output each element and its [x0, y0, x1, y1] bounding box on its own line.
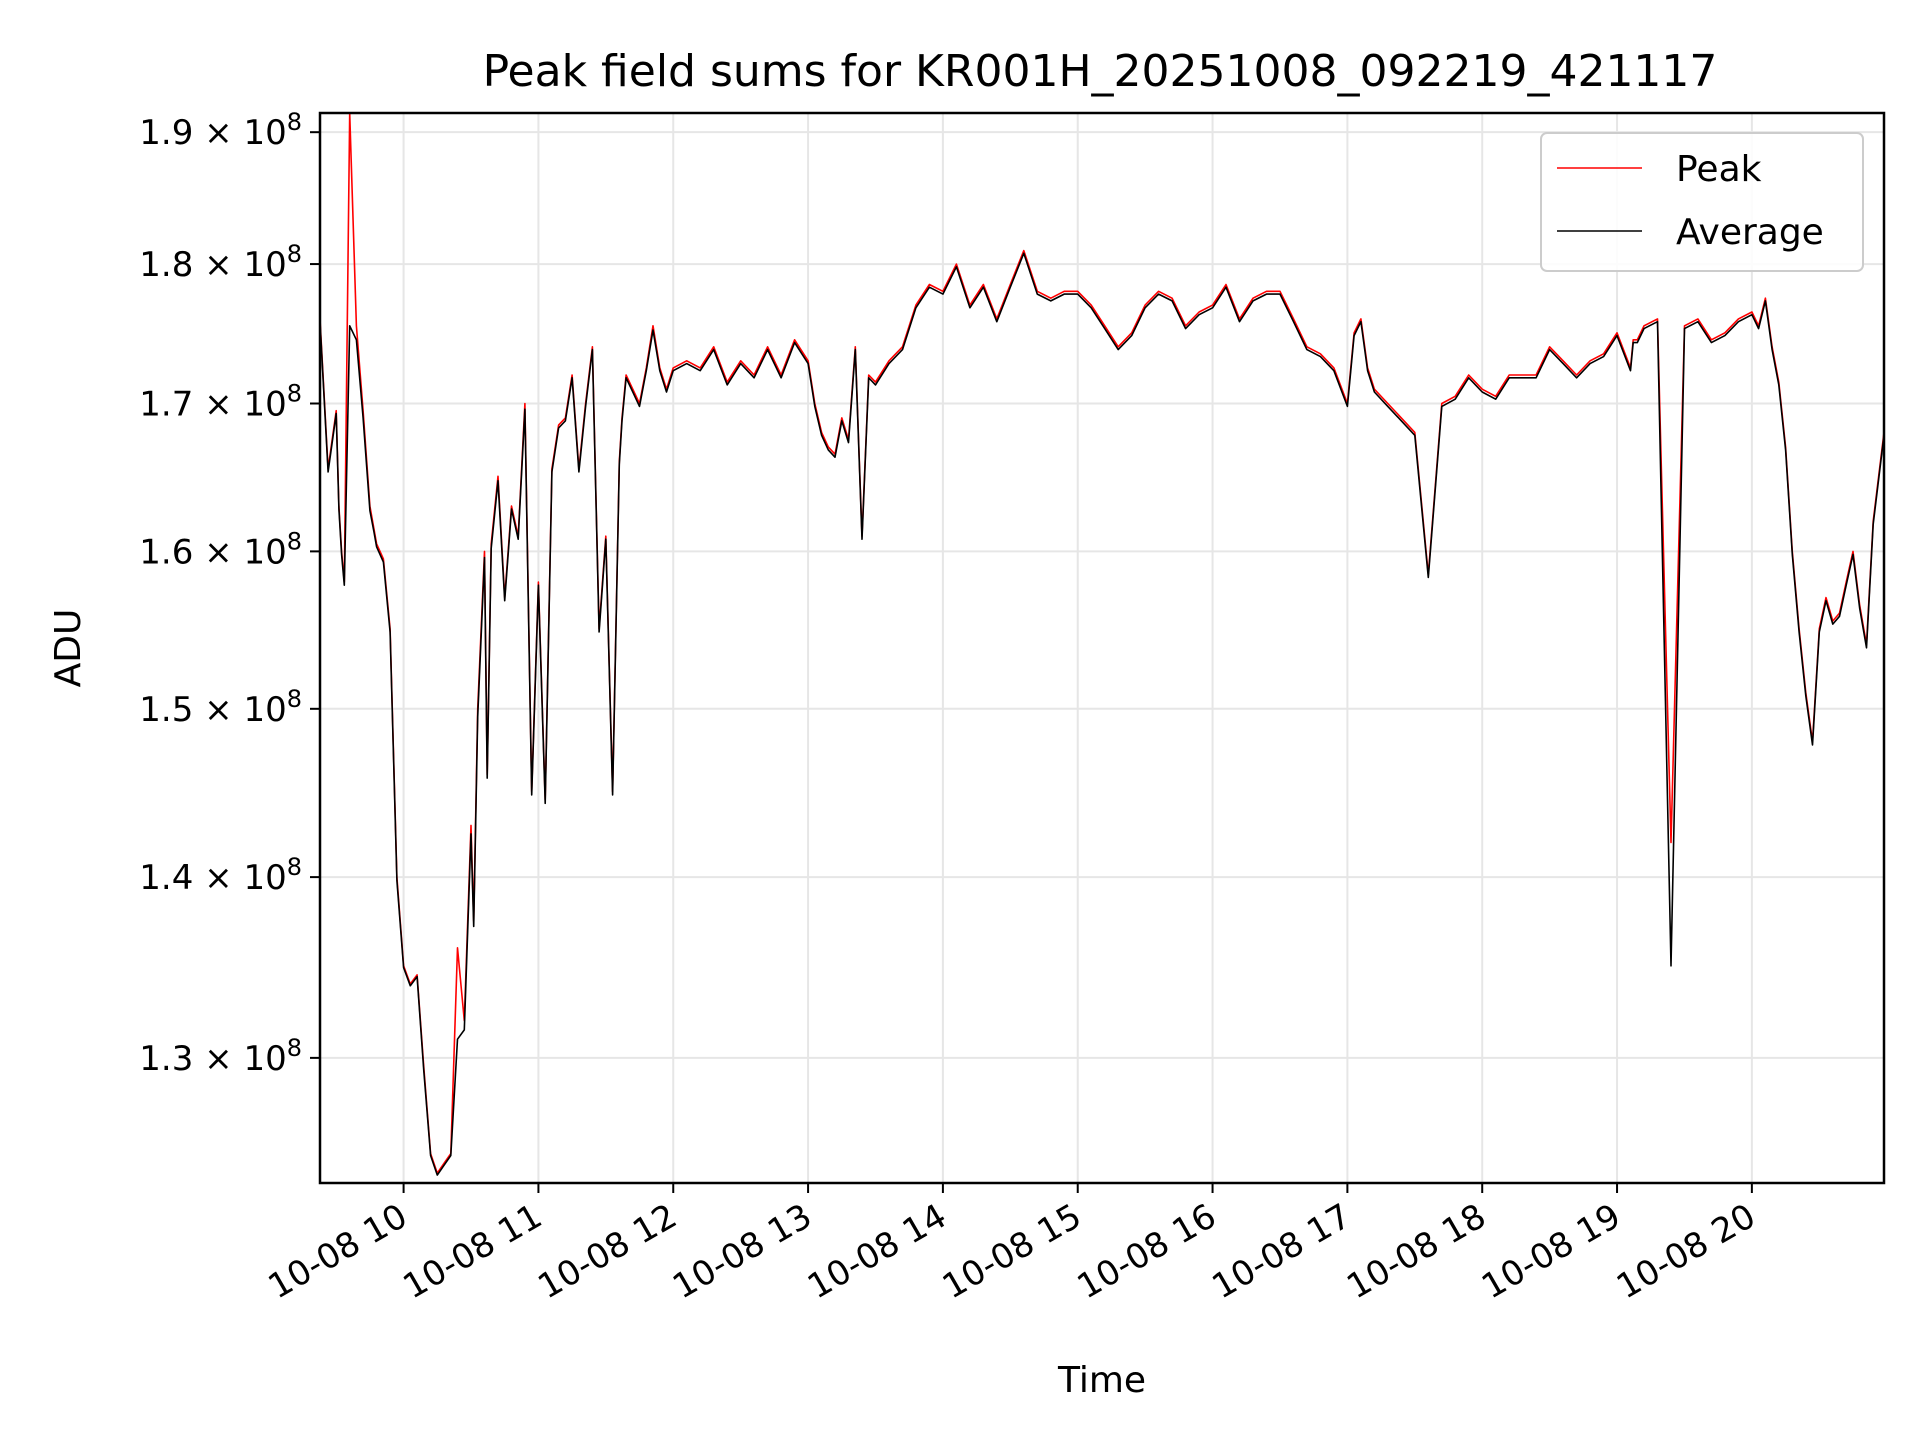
y-axis: 1.3 × 108 1.4 × 108 1.5 × 108 1.6 × 108 1.7 … — [139, 108, 320, 1079]
series-line-average — [320, 252, 1884, 1176]
y-axis-label: ADU — [48, 609, 89, 688]
series-layer — [320, 113, 1884, 1176]
legend-label-average: Average — [1676, 212, 1824, 253]
y-tick-label: 1.7 × 108 — [139, 379, 302, 424]
y-tick-label: 1.3 × 108 — [139, 1034, 302, 1079]
y-tick-label: 1.9 × 108 — [139, 108, 302, 153]
plot-frame — [318, 111, 1886, 1185]
x-axis-label: Time — [1057, 1360, 1146, 1401]
legend-label-peak: Peak — [1676, 149, 1762, 190]
y-tick-label: 1.4 × 108 — [139, 853, 302, 898]
grid — [320, 113, 1884, 1183]
y-tick-label: 1.8 × 108 — [139, 240, 302, 285]
chart-title: Peak field sums for KR001H_20251008_0922… — [483, 46, 1718, 97]
y-tick-label: 1.6 × 108 — [139, 527, 302, 572]
legend: Peak Average — [1540, 132, 1864, 272]
y-tick-label: 1.5 × 108 — [139, 685, 302, 730]
